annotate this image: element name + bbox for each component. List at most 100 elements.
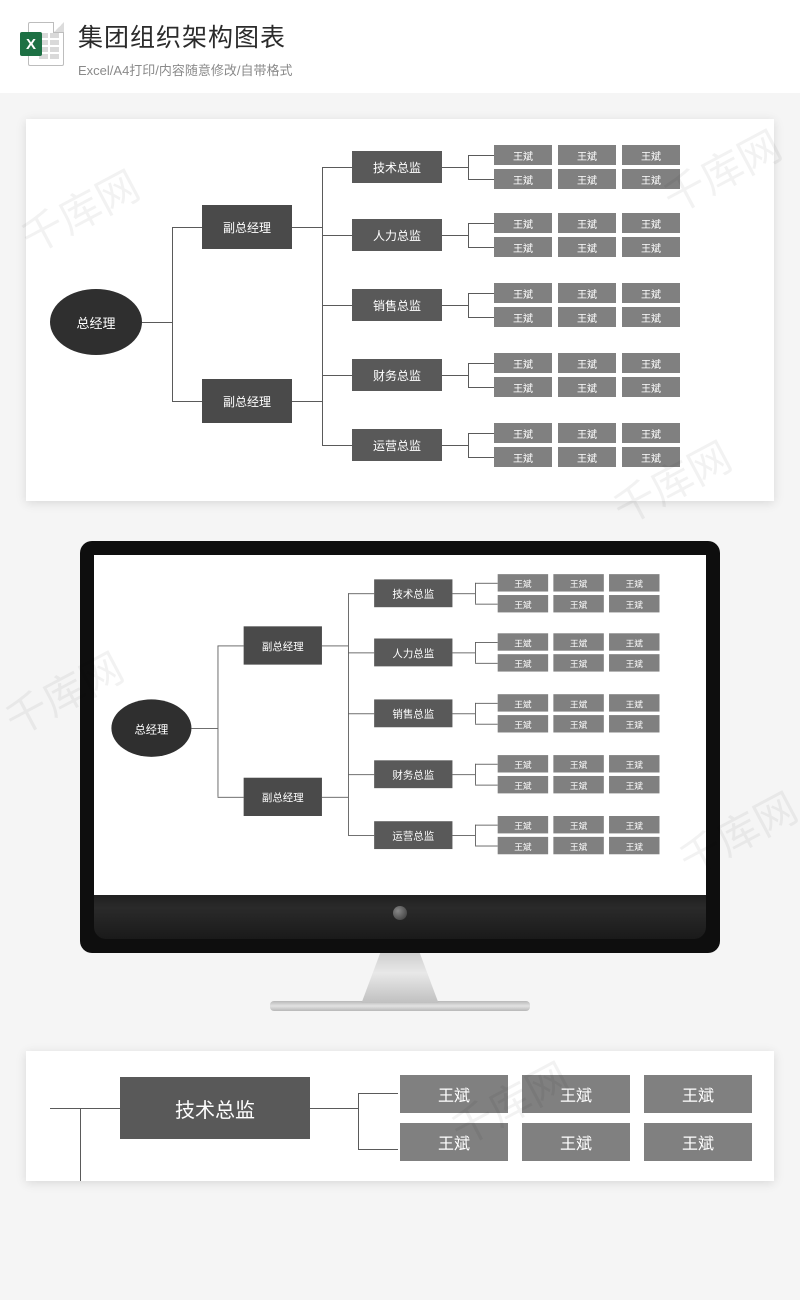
staff-cell: 王斌: [553, 715, 603, 732]
staff-cell: 王斌: [494, 307, 552, 327]
staff-cell: 王斌: [622, 237, 680, 257]
staff-grid: 王斌王斌王斌王斌王斌王斌: [494, 213, 680, 257]
staff-cell: 王斌: [558, 353, 616, 373]
staff-cell: 王斌: [558, 377, 616, 397]
staff-cell: 王斌: [553, 776, 603, 793]
staff-cell: 王斌: [622, 145, 680, 165]
staff-cell: 王斌: [498, 715, 548, 732]
staff-cell: 王斌: [400, 1123, 508, 1161]
staff-cell: 王斌: [622, 353, 680, 373]
director-node: 销售总监: [352, 289, 442, 321]
staff-cell: 王斌: [622, 213, 680, 233]
excel-x-badge: X: [20, 32, 42, 56]
page-subtitle: Excel/A4打印/内容随意修改/自带格式: [78, 60, 293, 79]
staff-cell: 王斌: [498, 755, 548, 772]
staff-cell: 王斌: [558, 307, 616, 327]
staff-cell: 王斌: [558, 145, 616, 165]
staff-cell: 王斌: [558, 169, 616, 189]
staff-grid: 王斌王斌王斌王斌王斌王斌: [494, 353, 680, 397]
root-node: 总经理: [50, 289, 142, 355]
page-title: 集团组织架构图表: [78, 18, 293, 54]
staff-cell: 王斌: [498, 595, 548, 612]
staff-cell: 王斌: [609, 816, 659, 833]
staff-cell: 王斌: [498, 633, 548, 650]
staff-grid: 王斌王斌王斌王斌王斌王斌: [498, 633, 660, 671]
staff-cell: 王斌: [553, 633, 603, 650]
staff-cell: 王斌: [494, 213, 552, 233]
vp-node: 副总经理: [202, 379, 292, 423]
staff-cell: 王斌: [609, 776, 659, 793]
staff-cell: 王斌: [494, 353, 552, 373]
staff-cell: 王斌: [609, 694, 659, 711]
staff-cell: 王斌: [609, 595, 659, 612]
root-node: 总经理: [111, 699, 191, 756]
staff-cell: 王斌: [400, 1075, 508, 1113]
staff-cell: 王斌: [498, 654, 548, 671]
director-node: 运营总监: [374, 821, 452, 849]
staff-cell: 王斌: [558, 237, 616, 257]
staff-cell: 王斌: [494, 423, 552, 443]
director-node: 技术总监: [374, 579, 452, 607]
staff-cell: 王斌: [622, 307, 680, 327]
vp-node: 副总经理: [202, 205, 292, 249]
staff-cell: 王斌: [494, 145, 552, 165]
staff-cell: 王斌: [622, 423, 680, 443]
staff-cell: 王斌: [494, 237, 552, 257]
staff-grid: 王斌王斌王斌王斌王斌王斌: [498, 816, 660, 854]
staff-cell: 王斌: [494, 283, 552, 303]
staff-grid: 王斌王斌王斌王斌王斌王斌: [494, 423, 680, 467]
staff-cell: 王斌: [622, 377, 680, 397]
director-node: 财务总监: [352, 359, 442, 391]
staff-grid: 王斌王斌王斌王斌王斌王斌: [494, 283, 680, 327]
staff-cell: 王斌: [622, 169, 680, 189]
director-node: 技术总监: [352, 151, 442, 183]
staff-cell: 王斌: [558, 213, 616, 233]
staff-cell: 王斌: [498, 837, 548, 854]
staff-cell: 王斌: [553, 837, 603, 854]
staff-grid: 王斌王斌王斌王斌王斌王斌: [494, 145, 680, 189]
staff-cell: 王斌: [553, 574, 603, 591]
staff-cell: 王斌: [609, 574, 659, 591]
staff-cell: 王斌: [553, 755, 603, 772]
staff-cell: 王斌: [498, 574, 548, 591]
staff-grid: 王斌王斌王斌王斌王斌王斌: [498, 755, 660, 793]
director-node: 运营总监: [352, 429, 442, 461]
staff-cell: 王斌: [553, 654, 603, 671]
excel-icon: X: [20, 22, 64, 66]
staff-cell: 王斌: [644, 1123, 752, 1161]
staff-cell: 王斌: [558, 423, 616, 443]
staff-cell: 王斌: [609, 633, 659, 650]
staff-cell: 王斌: [553, 816, 603, 833]
director-node: 人力总监: [374, 639, 452, 667]
staff-cell: 王斌: [558, 447, 616, 467]
staff-grid: 王斌王斌王斌王斌王斌王斌: [498, 694, 660, 732]
monitor-mockup: 总经理副总经理副总经理技术总监王斌王斌王斌王斌王斌王斌人力总监王斌王斌王斌王斌王…: [80, 541, 720, 1011]
template-header: X 集团组织架构图表 Excel/A4打印/内容随意修改/自带格式: [0, 0, 800, 93]
staff-cell: 王斌: [498, 694, 548, 711]
director-node: 财务总监: [374, 760, 452, 788]
staff-cell: 王斌: [553, 694, 603, 711]
staff-cell: 王斌: [494, 447, 552, 467]
staff-cell: 王斌: [558, 283, 616, 303]
staff-cell: 王斌: [498, 816, 548, 833]
vp-node: 副总经理: [244, 778, 322, 816]
staff-cell: 王斌: [522, 1075, 630, 1113]
staff-cell: 王斌: [609, 715, 659, 732]
org-chart-preview: 总经理副总经理副总经理技术总监王斌王斌王斌王斌王斌王斌人力总监王斌王斌王斌王斌王…: [26, 119, 774, 501]
vp-node: 副总经理: [244, 626, 322, 664]
director-node: 技术总监: [120, 1077, 310, 1139]
staff-cell: 王斌: [494, 169, 552, 189]
org-chart: 总经理副总经理副总经理技术总监王斌王斌王斌王斌王斌王斌人力总监王斌王斌王斌王斌王…: [106, 571, 694, 835]
staff-cell: 王斌: [494, 377, 552, 397]
staff-cell: 王斌: [498, 776, 548, 793]
monitor-logo: [393, 906, 407, 920]
staff-cell: 王斌: [609, 654, 659, 671]
staff-cell: 王斌: [609, 755, 659, 772]
staff-grid: 王斌王斌王斌王斌王斌王斌: [498, 574, 660, 612]
staff-cell: 王斌: [622, 447, 680, 467]
staff-cell: 王斌: [522, 1123, 630, 1161]
staff-cell: 王斌: [622, 283, 680, 303]
staff-cell: 王斌: [553, 595, 603, 612]
director-node: 销售总监: [374, 699, 452, 727]
staff-cell: 王斌: [609, 837, 659, 854]
